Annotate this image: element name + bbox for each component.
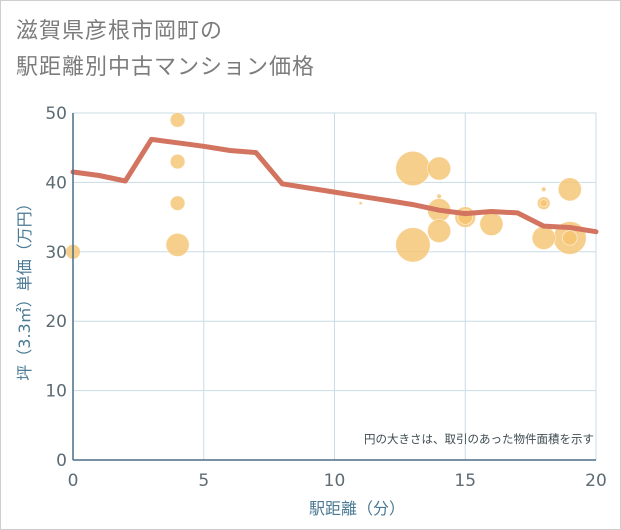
title-line-2: 駅距離別中古マンション価格 [16, 55, 316, 80]
data-point [540, 186, 547, 193]
data-point [427, 218, 452, 244]
y-tick-label: 0 [56, 451, 67, 471]
trend-layer [70, 136, 599, 235]
y-axis-label: 坪（3.3㎡）単価（万円） [15, 195, 34, 380]
y-tick-label: 50 [45, 104, 67, 124]
data-point [358, 201, 363, 206]
data-point [479, 212, 504, 237]
grid-lines [72, 112, 597, 461]
trend-line [70, 136, 599, 235]
x-tick-label: 5 [198, 471, 209, 491]
data-point [169, 195, 186, 211]
data-point [539, 199, 548, 208]
data-point [531, 225, 556, 250]
chart-title: 滋賀県彦根市岡町の 駅距離別中古マンション価格 [16, 14, 315, 86]
data-point [427, 156, 452, 181]
x-tick-label: 20 [585, 471, 607, 491]
bubble-layer [65, 112, 587, 263]
y-tick-label: 10 [45, 382, 67, 402]
data-point [395, 227, 431, 263]
x-tick-label: 15 [454, 471, 476, 491]
y-tick-label: 40 [45, 173, 67, 193]
y-tick-label: 30 [45, 243, 67, 263]
bubble-size-note: 円の大きさは、取引のあった物件面積を示す [364, 432, 594, 446]
data-point [165, 232, 190, 257]
x-axis-label: 駅距離（分） [309, 499, 405, 518]
data-point [169, 112, 186, 128]
x-tick-label: 10 [324, 471, 346, 491]
data-point [557, 177, 582, 202]
x-tick-label: 0 [68, 471, 79, 491]
data-point [436, 193, 442, 200]
data-point [395, 150, 431, 187]
data-point [562, 230, 578, 246]
axes: 0 5 10 15 20 0 10 20 30 40 50 [45, 104, 606, 491]
y-tick-label: 20 [45, 312, 67, 332]
title-line-1: 滋賀県彦根市岡町の [16, 19, 224, 44]
data-point [169, 153, 186, 170]
